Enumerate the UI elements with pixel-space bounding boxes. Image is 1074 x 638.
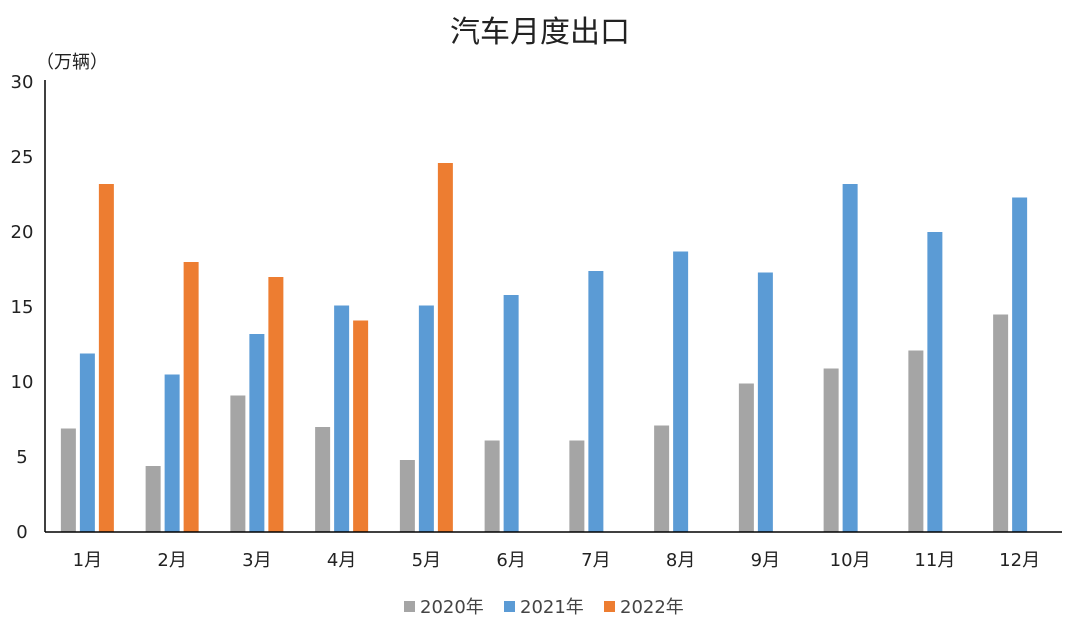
axes	[44, 80, 1062, 533]
x-tick-label: 8月	[666, 550, 695, 571]
bar	[993, 314, 1009, 532]
bars-group	[60, 163, 1028, 532]
x-axis-ticks: 1月 2月 3月 4月 5月 6月 7月 8月 9月 10月 11月 12月	[73, 550, 1040, 571]
bar	[79, 353, 95, 532]
x-tick-label: 7月	[581, 550, 610, 571]
bar	[908, 350, 924, 532]
bar	[268, 277, 284, 532]
bar	[315, 427, 331, 532]
bar	[1012, 197, 1028, 532]
y-axis-ticks: 0 5 10 15 20 25 30	[11, 72, 34, 543]
bar	[569, 440, 585, 532]
bar	[842, 184, 858, 532]
bar	[230, 395, 246, 532]
y-tick-label: 30	[11, 72, 34, 93]
legend-swatch	[504, 601, 515, 612]
x-tick-label: 4月	[327, 550, 356, 571]
chart-title: 汽车月度出口	[450, 15, 630, 50]
x-tick-label: 1月	[73, 550, 102, 571]
legend-swatch	[604, 601, 615, 612]
x-tick-label: 3月	[242, 550, 271, 571]
bar	[484, 440, 500, 532]
legend-label: 2022年	[620, 597, 684, 618]
x-tick-label: 12月	[999, 550, 1040, 571]
bar	[399, 460, 415, 532]
legend-label: 2020年	[420, 597, 484, 618]
y-tick-label: 25	[11, 147, 34, 168]
x-tick-label: 11月	[914, 550, 955, 571]
bar	[98, 184, 114, 532]
x-tick-label: 9月	[751, 550, 780, 571]
y-tick-label: 15	[11, 297, 34, 318]
bar	[673, 251, 689, 532]
x-tick-label: 2月	[157, 550, 186, 571]
bar	[418, 305, 434, 532]
legend-swatch	[404, 601, 415, 612]
y-tick-label: 10	[11, 372, 34, 393]
bar	[437, 163, 453, 532]
y-tick-label: 0	[16, 522, 27, 543]
y-axis-unit-label: （万辆）	[36, 52, 108, 73]
bar	[588, 271, 604, 532]
bar	[927, 232, 943, 532]
bar	[738, 383, 754, 532]
y-tick-label: 20	[11, 222, 34, 243]
bar	[503, 295, 519, 532]
x-tick-label: 5月	[412, 550, 441, 571]
bar	[353, 320, 369, 532]
bar	[60, 428, 76, 532]
bar	[183, 262, 199, 532]
bar	[823, 368, 839, 532]
bar	[249, 334, 265, 532]
bar	[145, 466, 161, 532]
legend: 2020年 2021年 2022年	[404, 597, 684, 618]
x-tick-label: 6月	[496, 550, 525, 571]
bar	[334, 305, 350, 532]
legend-label: 2021年	[520, 597, 584, 618]
x-tick-label: 10月	[830, 550, 871, 571]
bar	[757, 272, 773, 532]
bar	[654, 425, 670, 532]
y-tick-label: 5	[16, 447, 27, 468]
bar	[164, 374, 180, 532]
